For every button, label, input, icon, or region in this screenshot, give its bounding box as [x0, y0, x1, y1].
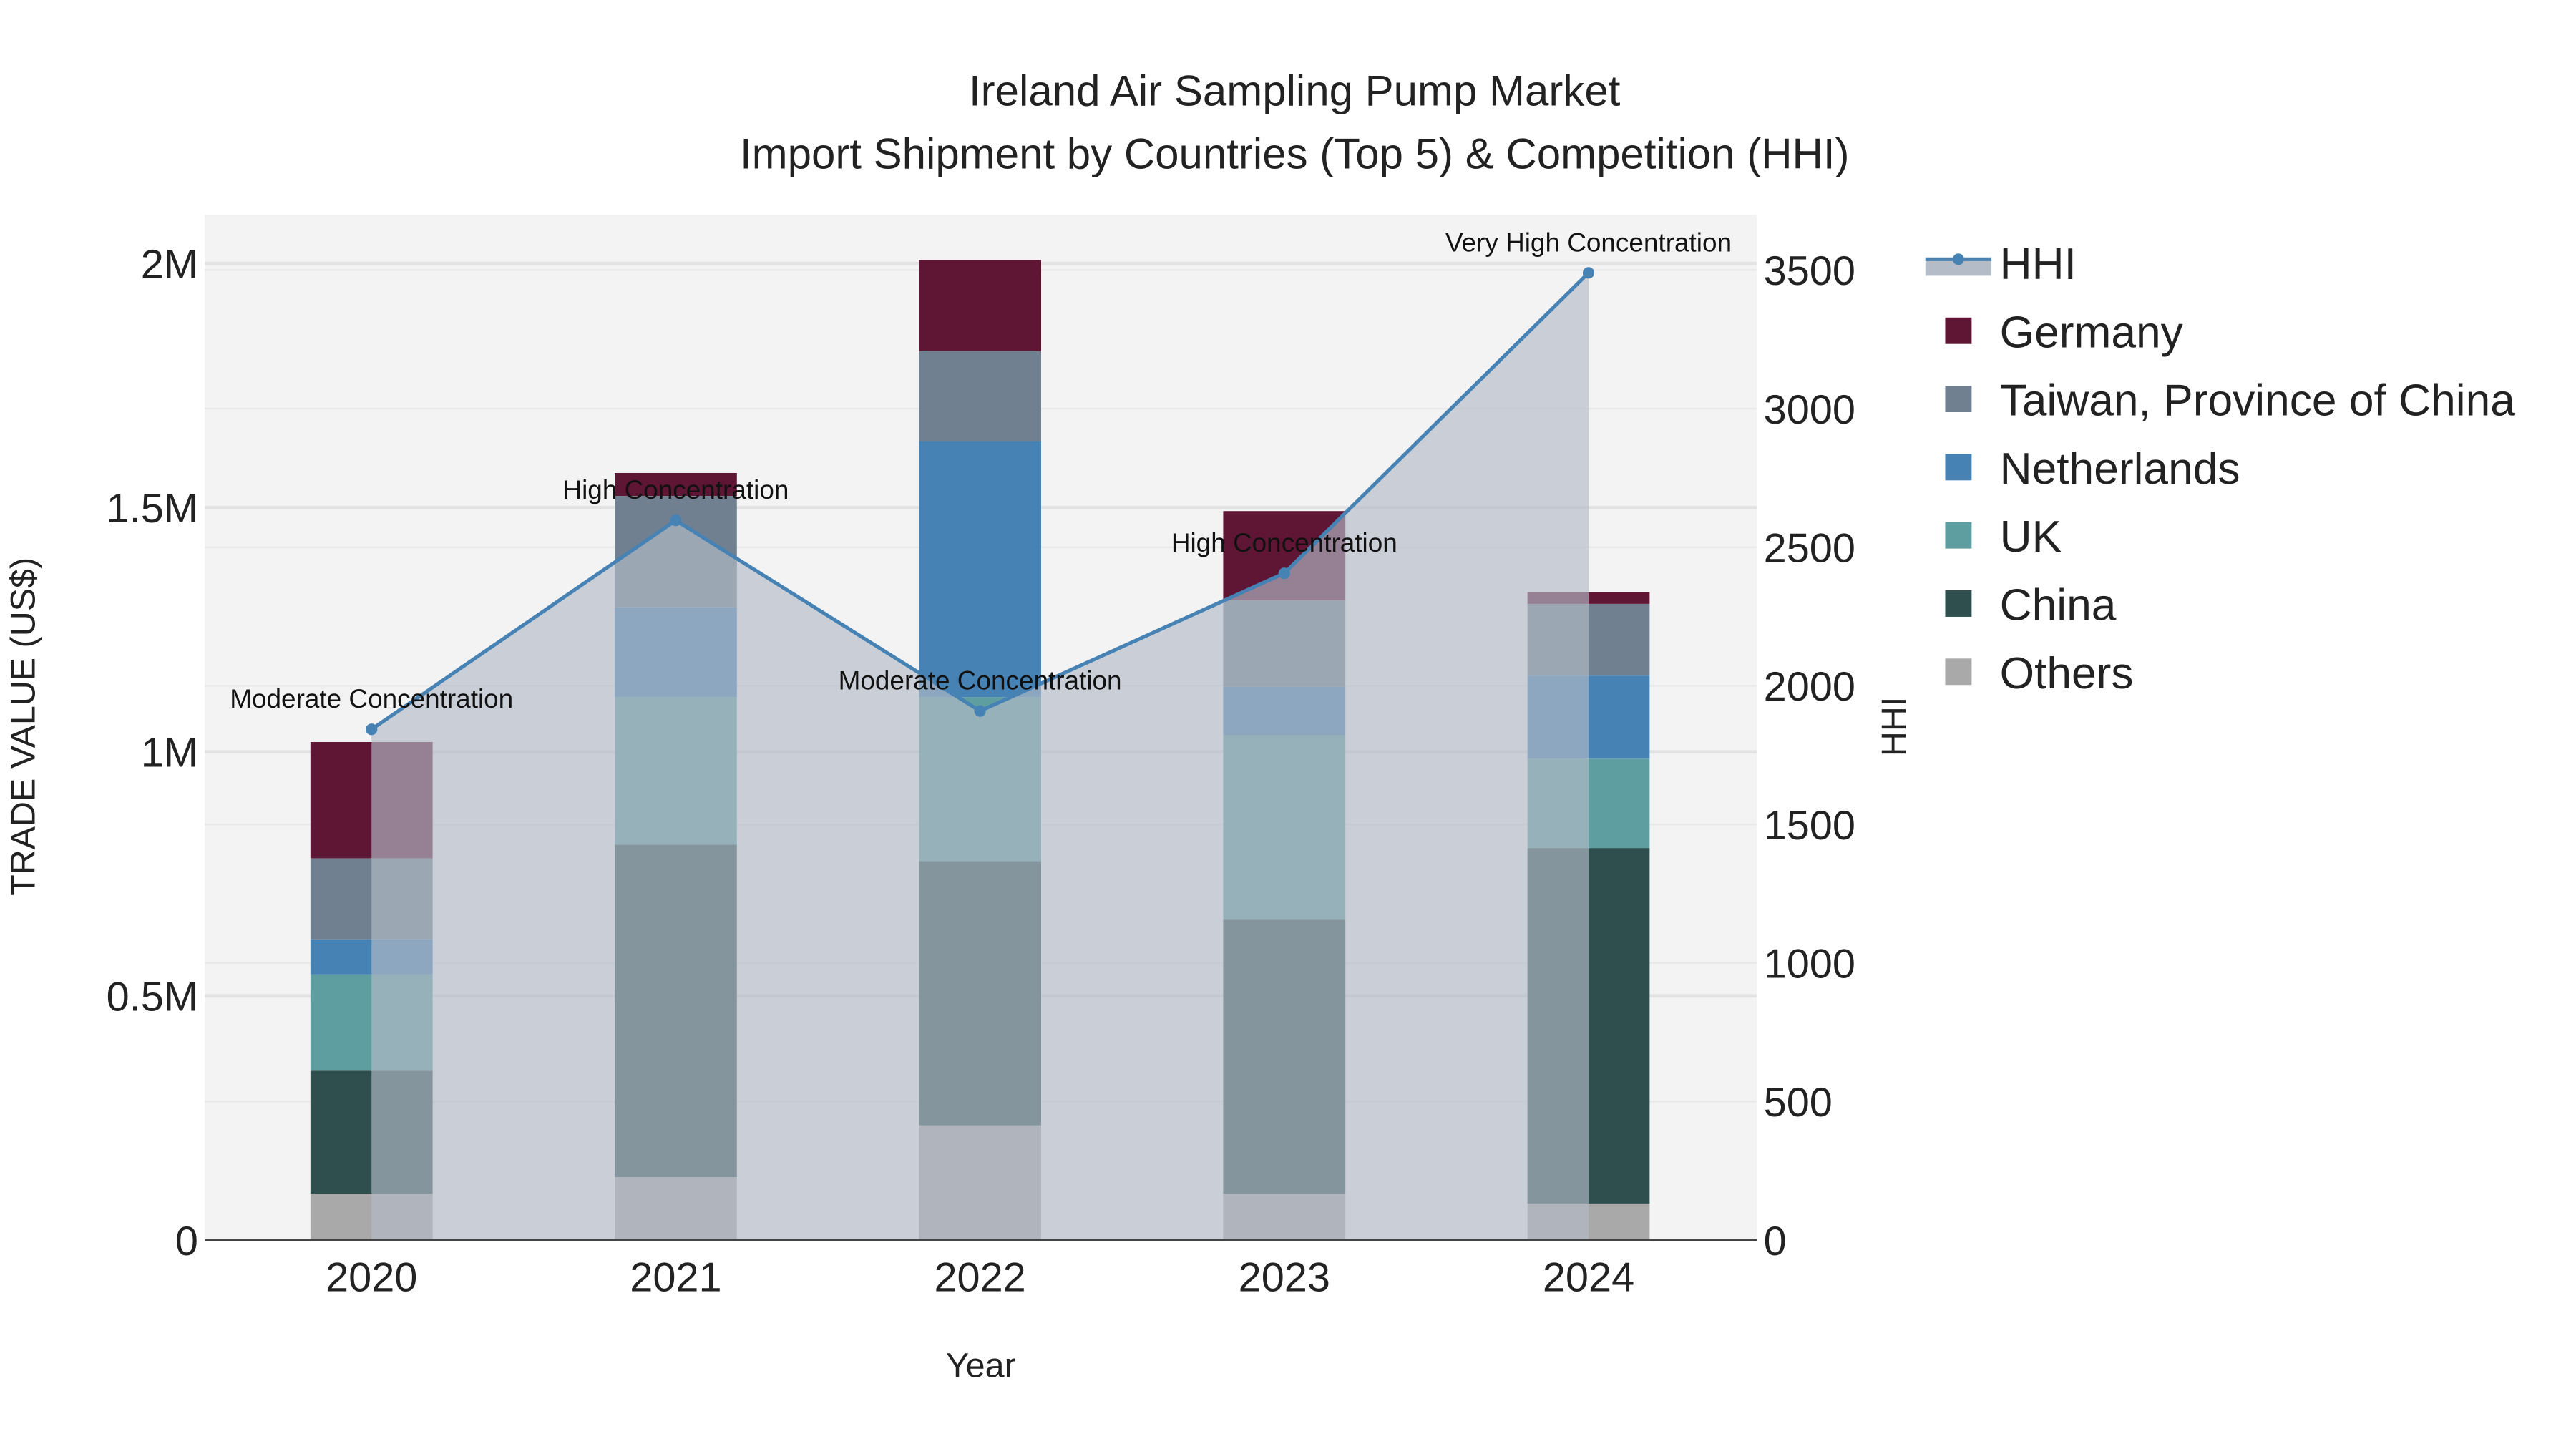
hhi-annotation: High Concentration — [1171, 528, 1397, 557]
x-tick-label: 2022 — [934, 1255, 1025, 1301]
y2-tick-label: 0 — [1764, 1219, 1787, 1264]
bar-germany-2021[interactable] — [615, 472, 737, 497]
hhi-annotation: Very High Concentration — [1445, 228, 1732, 257]
legend-swatch — [1945, 658, 1972, 686]
x-tick-label: 2023 — [1239, 1255, 1330, 1301]
legend-hhi-swatch — [1925, 259, 1992, 276]
hhi-point[interactable] — [1582, 267, 1595, 279]
legend-item-label[interactable]: HHI — [2000, 240, 2077, 289]
hhi-area — [371, 273, 1589, 1241]
y2-tick-label: 3000 — [1764, 387, 1855, 433]
hhi-annotation: Moderate Concentration — [230, 684, 513, 713]
legend-item-label[interactable]: China — [2000, 581, 2117, 630]
chart-title: Ireland Air Sampling Pump Market — [969, 67, 1621, 115]
y-tick-label: 2M — [141, 242, 198, 288]
legend-item-label[interactable]: UK — [2000, 512, 2062, 562]
x-tick-label: 2024 — [1543, 1255, 1634, 1301]
x-tick-label: 2020 — [326, 1255, 417, 1301]
legend-hhi-marker-icon — [1952, 253, 1964, 265]
hhi-point[interactable] — [670, 514, 682, 527]
hhi-series: Moderate Concentration High Concentration… — [230, 228, 1732, 1241]
y-axis-label: TRADE VALUE (US$) — [4, 557, 42, 896]
legend-item-label[interactable]: Germany — [2000, 308, 2184, 357]
hhi-point[interactable] — [974, 705, 986, 717]
y2-tick-label: 2500 — [1764, 526, 1855, 572]
legend-swatch — [1945, 590, 1972, 617]
y2-axis-label: HHI — [1875, 697, 1913, 756]
legend-item-label[interactable]: Taiwan, Province of China — [2000, 376, 2516, 426]
hhi-annotation: High Concentration — [562, 475, 789, 504]
x-tick-label: 2021 — [630, 1255, 721, 1301]
bar-taiwan-province-of-china-2022[interactable] — [919, 351, 1041, 441]
bar-netherlands-2022[interactable] — [919, 441, 1041, 698]
y-tick-label: 0.5M — [107, 975, 198, 1020]
y-tick-label: 0 — [175, 1219, 198, 1264]
legend-swatch — [1945, 386, 1972, 412]
legend-item-label[interactable]: Netherlands — [2000, 444, 2240, 494]
chart-subtitle: Import Shipment by Countries (Top 5) & C… — [740, 130, 1850, 177]
y2-tick-label: 1500 — [1764, 803, 1855, 849]
legend-item-label[interactable]: Others — [2000, 649, 2134, 698]
ticks: 0 0.5M 1M 1.5M 2M 0 500 1000 1500 2000 2500 3000 350… — [107, 242, 1855, 1301]
hhi-point[interactable] — [1278, 567, 1290, 580]
y2-tick-label: 3500 — [1764, 248, 1855, 294]
hhi-point[interactable] — [366, 723, 378, 736]
legend: HHI Germany Taiwan, Province of China Nethe… — [1925, 240, 2516, 698]
legend-swatch — [1945, 317, 1972, 344]
x-axis-label: Year — [946, 1347, 1016, 1385]
y2-tick-label: 2000 — [1764, 664, 1855, 710]
hhi-annotation: Moderate Concentration — [839, 666, 1122, 696]
y-tick-label: 1M — [141, 730, 198, 776]
y2-tick-label: 500 — [1764, 1080, 1833, 1126]
legend-swatch — [1945, 522, 1972, 549]
y2-tick-label: 1000 — [1764, 942, 1855, 987]
bar-germany-2022[interactable] — [919, 260, 1041, 352]
y-tick-label: 1.5M — [107, 486, 198, 532]
legend-swatch — [1945, 454, 1972, 481]
